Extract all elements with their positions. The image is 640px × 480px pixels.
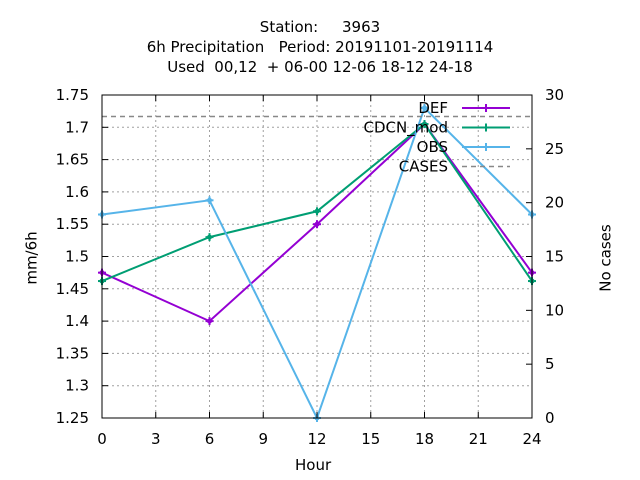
y-tick-label: 1.6 — [65, 183, 89, 201]
y2-tick-label: 5 — [545, 355, 555, 373]
axis-ticks: 0 3 6 9 12 15 18 21 24 1.25 1.3 1.35 1.4 1.45 1.5 1.55 1… — [56, 86, 565, 448]
y-axis-title: mm/6h — [22, 231, 41, 285]
obs-data-point — [420, 103, 429, 112]
y2-tick-label: 10 — [545, 301, 564, 319]
legend-label-def: DEF — [418, 99, 448, 117]
def-data-point — [313, 220, 321, 229]
title-line-station: Station: 3963 — [259, 18, 381, 36]
obs-data-point — [205, 196, 214, 205]
def-data-point — [205, 317, 214, 326]
x-tick-label: 24 — [522, 430, 541, 448]
x-tick-label: 0 — [97, 430, 107, 448]
x-tick-label: 6 — [205, 430, 215, 448]
y-tick-label: 1.45 — [56, 280, 89, 298]
y-tick-label: 1.55 — [56, 215, 89, 233]
y-tick-label: 1.3 — [65, 377, 89, 395]
y-tick-label: 1.25 — [56, 409, 89, 427]
grid-lines — [102, 95, 532, 418]
y2-axis-title: No cases — [596, 224, 615, 292]
cdcn-mod-data-point — [205, 233, 214, 242]
y2-tick-label: 0 — [545, 409, 555, 427]
y-tick-label: 1.65 — [56, 151, 89, 169]
title-line-used: Used 00,12 + 06-00 12-06 18-12 24-18 — [167, 58, 473, 76]
x-tick-label: 21 — [469, 430, 488, 448]
cdcn-mod-data-point — [420, 120, 429, 129]
y2-tick-label: 15 — [545, 248, 564, 266]
x-tick-label: 9 — [258, 430, 268, 448]
legend-label-obs: OBS — [417, 138, 448, 156]
y2-tick-label: 30 — [545, 86, 564, 104]
x-tick-label: 18 — [415, 430, 434, 448]
legend-label-cases: CASES — [399, 158, 448, 176]
y-tick-label: 1.5 — [65, 248, 89, 266]
x-tick-label: 12 — [307, 430, 326, 448]
legend-label-cdcn-mod: CDCN_mod — [363, 119, 448, 138]
x-axis-title: Hour — [295, 456, 332, 474]
y-tick-label: 1.4 — [65, 312, 89, 330]
y2-tick-label: 25 — [545, 140, 564, 158]
x-tick-label: 3 — [151, 430, 161, 448]
y-tick-label: 1.7 — [65, 118, 89, 136]
cdcn-mod-data-point — [313, 207, 321, 216]
x-tick-label: 15 — [361, 430, 380, 448]
y2-tick-label: 20 — [545, 194, 564, 212]
title-line-period: 6h Precipitation Period: 20191101-201911… — [146, 38, 494, 56]
y-tick-label: 1.35 — [56, 344, 89, 362]
y-tick-label: 1.75 — [56, 86, 89, 104]
